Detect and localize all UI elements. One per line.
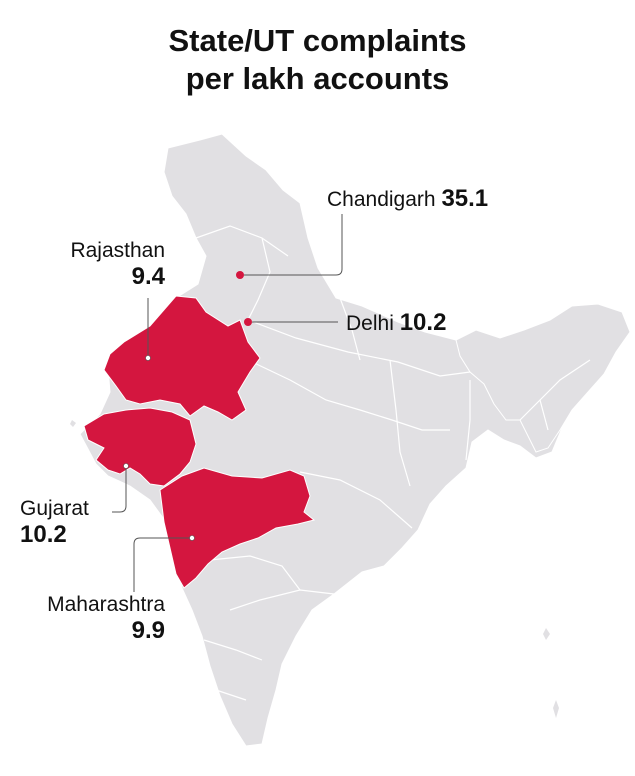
island-2 — [553, 700, 559, 718]
maharashtra-value: 9.9 — [131, 617, 165, 644]
leader-lines — [112, 214, 343, 592]
state-borders — [195, 225, 591, 701]
gujarat-region — [83, 407, 197, 487]
island-3 — [70, 420, 76, 427]
gujarat-name: Gujarat — [20, 497, 89, 520]
rajasthan-point — [145, 355, 151, 361]
rajasthan-label: Rajasthan 9.4 — [70, 238, 165, 290]
chart-title: State/UT complaints per lakh accounts — [0, 22, 635, 98]
title-line-2: per lakh accounts — [185, 61, 450, 96]
delhi-marker — [244, 318, 252, 326]
chandigarh-marker — [236, 271, 244, 279]
gujarat-value: 10.2 — [20, 521, 67, 548]
gujarat-leader — [112, 466, 127, 513]
rajasthan-region — [103, 295, 261, 421]
chandigarh-value: 35.1 — [441, 185, 489, 212]
maharashtra-point — [189, 535, 195, 541]
rajasthan-value: 9.4 — [131, 263, 165, 290]
delhi-value: 10.2 — [399, 309, 447, 336]
delhi-label: Delhi 10.2 — [346, 310, 446, 337]
delhi-name: Delhi — [346, 312, 394, 335]
rajasthan-name: Rajasthan — [70, 239, 165, 262]
maharashtra-name: Maharashtra — [47, 593, 165, 616]
northeast-region — [455, 303, 631, 453]
maharashtra-region — [159, 467, 316, 589]
chandigarh-name: Chandigarh — [327, 188, 436, 211]
maharashtra-label: Maharashtra 9.9 — [47, 592, 165, 644]
island-1 — [543, 628, 550, 640]
chandigarh-leader — [244, 214, 343, 276]
gujarat-label: Gujarat 10.2 — [20, 496, 89, 548]
chandigarh-label: Chandigarh 35.1 — [327, 186, 488, 213]
gujarat-point — [123, 463, 129, 469]
maharashtra-leader — [133, 537, 192, 592]
title-line-1: State/UT complaints — [168, 23, 467, 58]
